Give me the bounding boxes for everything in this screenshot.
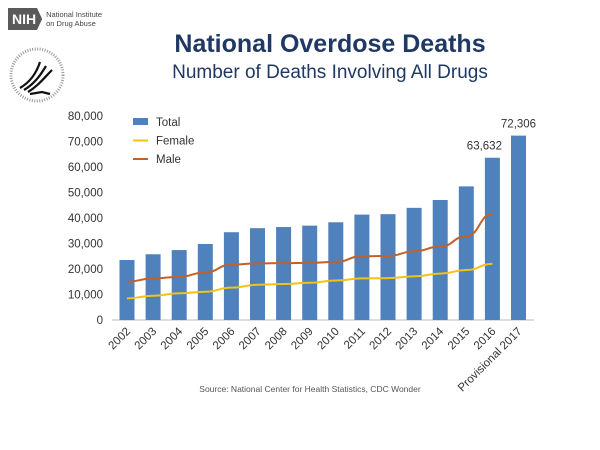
bar-2003 (145, 254, 161, 320)
bar-2015 (458, 186, 474, 320)
bar-2013 (406, 207, 422, 320)
bar-Provisional 2017 (511, 135, 526, 320)
x-tick-label: 2015 (446, 326, 473, 353)
x-tick-label: 2003 (133, 326, 160, 353)
y-tick-label: 0 (97, 315, 103, 327)
chart-subtitle: Number of Deaths Involving All Drugs (172, 62, 488, 83)
data-label: 63,632 (467, 141, 502, 153)
bar-2016 (484, 157, 500, 320)
line-male (126, 212, 493, 283)
x-tick-label: 2005 (185, 326, 212, 353)
x-tick-label: 2012 (368, 326, 395, 353)
x-tick-label: 2002 (107, 326, 134, 353)
y-tick-label: 70,000 (68, 137, 103, 149)
logo-text-line1: National Institute (46, 10, 102, 19)
x-tick-label: 2013 (394, 326, 421, 353)
x-tick-label: 2004 (159, 325, 186, 352)
nih-logo: NIH National Institute on Drug Abuse (8, 8, 102, 30)
bar-2011 (354, 214, 370, 320)
x-tick-label: 2007 (237, 326, 264, 353)
chart-title: National Overdose Deaths (174, 30, 486, 58)
bar-2006 (223, 232, 239, 320)
legend-swatch-total (133, 118, 148, 125)
y-tick-label: 60,000 (68, 162, 103, 174)
bar-2009 (302, 225, 318, 320)
x-tick-label: 2010 (315, 326, 342, 353)
x-tick-label: 2011 (342, 326, 368, 352)
logo-text-line2: on Drug Abuse (46, 19, 96, 28)
bar-2005 (197, 243, 213, 320)
bar-2010 (328, 222, 344, 320)
data-label: 72,306 (501, 119, 536, 131)
bar-2002 (119, 260, 135, 320)
bar-2014 (432, 200, 448, 320)
nih-logo-mark: NIH (8, 8, 43, 30)
line-female (126, 262, 493, 300)
y-tick-label: 30,000 (68, 239, 103, 251)
bar-2007 (250, 228, 265, 320)
y-tick-label: 80,000 (68, 111, 103, 123)
x-tick-label: 2009 (289, 326, 316, 353)
x-tick-label: 2008 (263, 326, 290, 353)
x-tick-label: 2006 (211, 326, 238, 353)
y-tick-label: 50,000 (68, 188, 103, 200)
bar-2008 (276, 227, 292, 320)
legend-label-total: Total (156, 117, 180, 129)
y-tick-label: 20,000 (68, 264, 103, 276)
x-tick-label: 2014 (420, 325, 447, 352)
hhs-seal-icon (9, 47, 65, 103)
legend-label-female: Female (156, 136, 194, 148)
bar-2004 (171, 250, 187, 320)
source-note: Source: National Center for Health Stati… (199, 384, 421, 394)
bar-2012 (380, 214, 396, 320)
nih-logo-text: National Institute on Drug Abuse (46, 10, 102, 28)
y-tick-label: 10,000 (68, 290, 103, 302)
y-tick-label: 40,000 (68, 213, 103, 225)
legend-label-male: Male (156, 154, 181, 166)
